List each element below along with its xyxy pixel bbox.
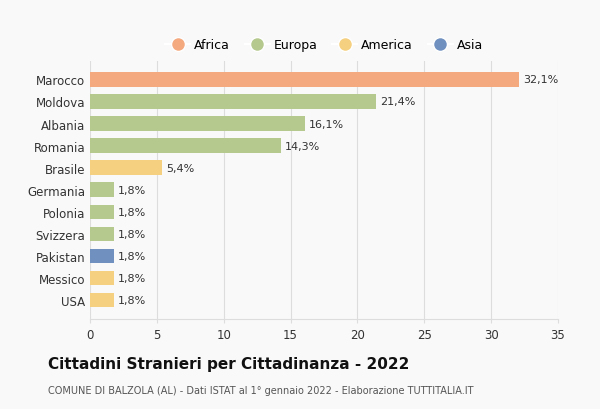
- Text: 5,4%: 5,4%: [166, 163, 194, 173]
- Bar: [90, 95, 376, 109]
- Text: 16,1%: 16,1%: [309, 119, 344, 129]
- Text: 1,8%: 1,8%: [118, 185, 146, 195]
- Text: 1,8%: 1,8%: [118, 229, 146, 239]
- Bar: [90, 117, 305, 131]
- Text: 1,8%: 1,8%: [118, 251, 146, 261]
- Text: 14,3%: 14,3%: [285, 141, 320, 151]
- Bar: [90, 205, 114, 219]
- Bar: [90, 271, 114, 285]
- Text: COMUNE DI BALZOLA (AL) - Dati ISTAT al 1° gennaio 2022 - Elaborazione TUTTITALIA: COMUNE DI BALZOLA (AL) - Dati ISTAT al 1…: [48, 384, 473, 395]
- Bar: [90, 249, 114, 263]
- Text: 1,8%: 1,8%: [118, 207, 146, 217]
- Legend: Africa, Europa, America, Asia: Africa, Europa, America, Asia: [160, 34, 488, 57]
- Text: 1,8%: 1,8%: [118, 295, 146, 305]
- Text: Cittadini Stranieri per Cittadinanza - 2022: Cittadini Stranieri per Cittadinanza - 2…: [48, 356, 409, 371]
- Bar: [90, 183, 114, 197]
- Bar: [90, 227, 114, 241]
- Bar: [90, 293, 114, 307]
- Bar: [90, 161, 162, 175]
- Text: 32,1%: 32,1%: [523, 75, 559, 85]
- Bar: [90, 73, 519, 88]
- Bar: [90, 139, 281, 153]
- Text: 21,4%: 21,4%: [380, 97, 416, 107]
- Text: 1,8%: 1,8%: [118, 273, 146, 283]
